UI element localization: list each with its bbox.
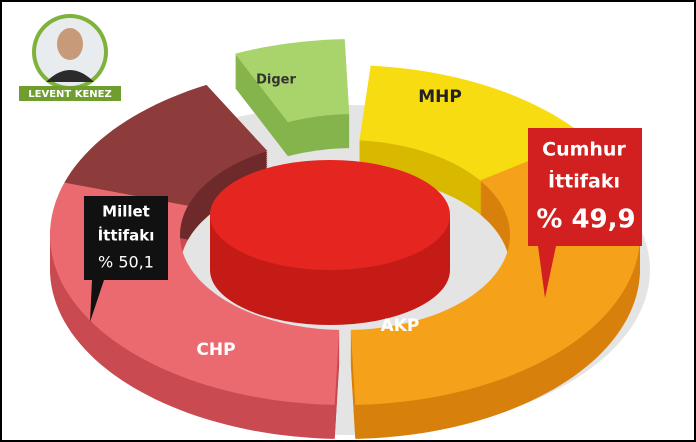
segment <box>64 84 268 206</box>
segment-label: Diger <box>256 73 296 88</box>
callout-box <box>84 196 168 322</box>
callout-box <box>528 128 642 298</box>
callout-line: Millet <box>102 203 150 221</box>
segment-label: CHP <box>196 340 235 360</box>
cylinder-top <box>210 160 450 270</box>
author-banner <box>19 86 121 101</box>
avatar-body <box>46 70 94 82</box>
segment-label: MHP <box>418 87 462 107</box>
callout-value: % 50,1 <box>98 253 154 272</box>
segment <box>235 39 350 123</box>
author-name: LEVENT KENEZ <box>28 89 111 100</box>
avatar-face <box>57 28 83 60</box>
callout-line: İttifakı <box>98 226 155 245</box>
segment-label: AKP <box>381 316 420 336</box>
callout-value: % 49,9 <box>536 205 635 235</box>
callout-line: Cumhur <box>542 139 626 161</box>
callout-line: İttifakı <box>548 169 620 193</box>
